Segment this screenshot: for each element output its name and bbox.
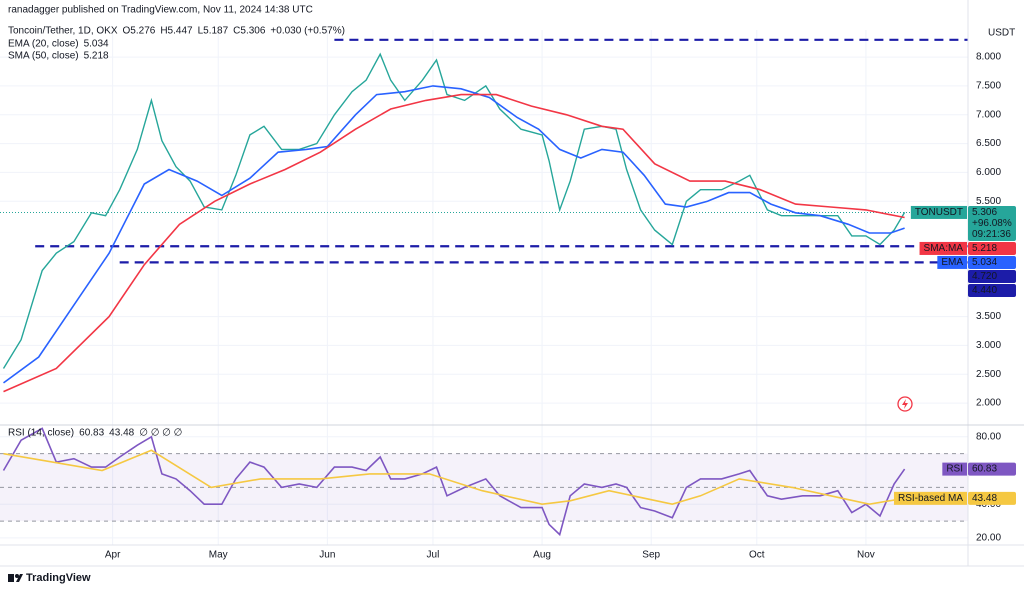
- price-tag: [968, 205, 1016, 241]
- logo-part: [15, 574, 19, 578]
- logo-part: [8, 574, 14, 582]
- price-tag-extra: +96.08%: [972, 218, 1012, 229]
- price-tag-name-box: [910, 205, 967, 219]
- alert-icon-bolt[interactable]: [902, 399, 908, 409]
- symbol-title: Toncoin/Tether, 1D, OKX: [8, 26, 118, 37]
- y-tick-label: 2.000: [976, 398, 1001, 409]
- y-tick-label: 7.500: [976, 81, 1001, 92]
- y-tick-label: 3.000: [976, 340, 1001, 351]
- rsi-na: ∅ ∅ ∅ ∅: [139, 428, 182, 439]
- indicator-value: 5.034: [84, 39, 109, 50]
- price-tag-value: 43.48: [972, 493, 997, 504]
- alert-icon-ring[interactable]: [897, 396, 913, 412]
- y-tick-label: 6.000: [976, 167, 1001, 178]
- price-tag-name-box: [942, 462, 967, 476]
- price-tag: [968, 269, 1016, 283]
- price-tag-name: RSI: [946, 464, 963, 475]
- quote-value: +0.030 (+0.57%): [270, 26, 345, 37]
- price-tag-name-box: [893, 491, 967, 505]
- x-tick-label: Jun: [319, 550, 335, 561]
- y-tick-label: 80.00: [976, 431, 1001, 442]
- price-tag-value: 5.218: [972, 243, 997, 254]
- indicator-value: 5.218: [84, 51, 109, 62]
- y-tick-label: 20.00: [976, 533, 1001, 544]
- price-tag: [968, 241, 1016, 255]
- footer-brand: TradingView: [26, 572, 91, 584]
- y-tick-label: 5.500: [976, 196, 1001, 207]
- price-tag: [968, 491, 1016, 505]
- price-tag-name: EMA: [941, 257, 963, 268]
- price-tag: [968, 283, 1016, 297]
- price-tag-extra: 09:21:36: [972, 229, 1011, 240]
- rsi-value: 60.83: [79, 428, 104, 439]
- currency: USDT: [988, 28, 1015, 39]
- price-tag-name-box: [937, 255, 967, 269]
- price-tag-value: 4.440: [972, 285, 997, 296]
- plot-layer: [0, 30, 968, 545]
- price-tag-name: SMA:MA: [924, 243, 964, 254]
- x-tick-label: Jul: [427, 550, 440, 561]
- y-tick-label: 8.000: [976, 52, 1001, 63]
- quote-value: H5.447: [160, 26, 193, 37]
- series-line: [2, 52, 906, 369]
- series-line: [2, 427, 906, 537]
- x-tick-label: Nov: [857, 550, 875, 561]
- series-line: [3, 85, 905, 384]
- price-tag-name: RSI-based MA: [898, 493, 963, 504]
- quote-value: O5.276: [123, 26, 156, 37]
- rsi-value: 43.48: [109, 428, 134, 439]
- publisher: ranadagger published on TradingView.com,…: [8, 5, 313, 16]
- price-tag-value: 4.720: [972, 271, 997, 282]
- alert-icon[interactable]: [897, 396, 913, 412]
- quote-value: L5.187: [198, 26, 229, 37]
- x-tick-label: May: [209, 550, 228, 561]
- y-tick-label: 7.000: [976, 109, 1001, 120]
- x-tick-label: Oct: [749, 550, 765, 561]
- logo-part: [16, 574, 23, 582]
- price-tag-value: 5.034: [972, 257, 997, 268]
- price-tag-value: 60.83: [972, 464, 997, 475]
- rsi-title: RSI (14, close): [8, 428, 74, 439]
- price-tag: [968, 255, 1016, 269]
- price-tag-name: TONUSDT: [915, 207, 963, 218]
- x-tick-label: Sep: [642, 550, 660, 561]
- series-line: [3, 93, 905, 393]
- y-tick-label: 3.500: [976, 311, 1001, 322]
- x-tick-label: Apr: [105, 550, 121, 561]
- price-tag: [968, 462, 1016, 476]
- y-tick-label: 6.500: [976, 138, 1001, 149]
- quote-value: C5.306: [233, 26, 266, 37]
- price-tag-name-box: [919, 241, 967, 255]
- price-tag-value: 5.306: [972, 207, 997, 218]
- indicator-name: SMA (50, close): [8, 51, 79, 62]
- y-tick-label: 2.500: [976, 369, 1001, 380]
- series-line: [3, 449, 905, 506]
- footer-logo: [8, 574, 23, 582]
- x-tick-label: Aug: [533, 550, 551, 561]
- indicator-name: EMA (20, close): [8, 39, 79, 50]
